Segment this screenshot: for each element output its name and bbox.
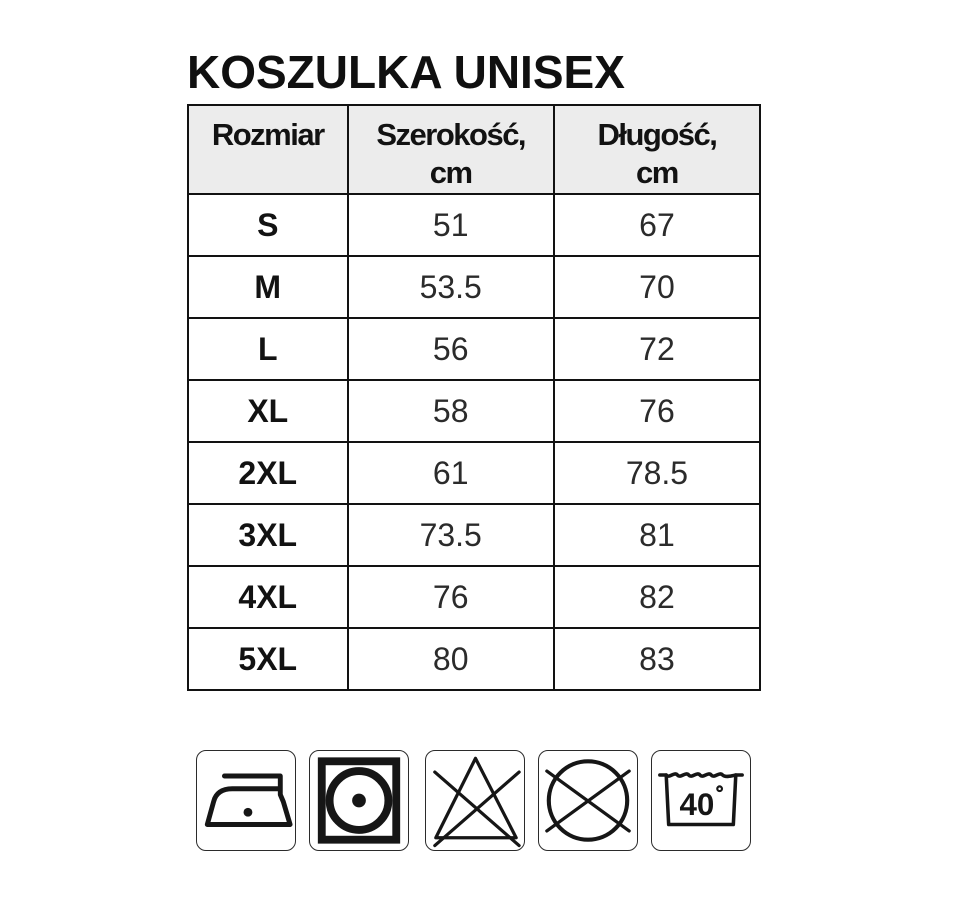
svg-text:40: 40	[679, 787, 714, 822]
